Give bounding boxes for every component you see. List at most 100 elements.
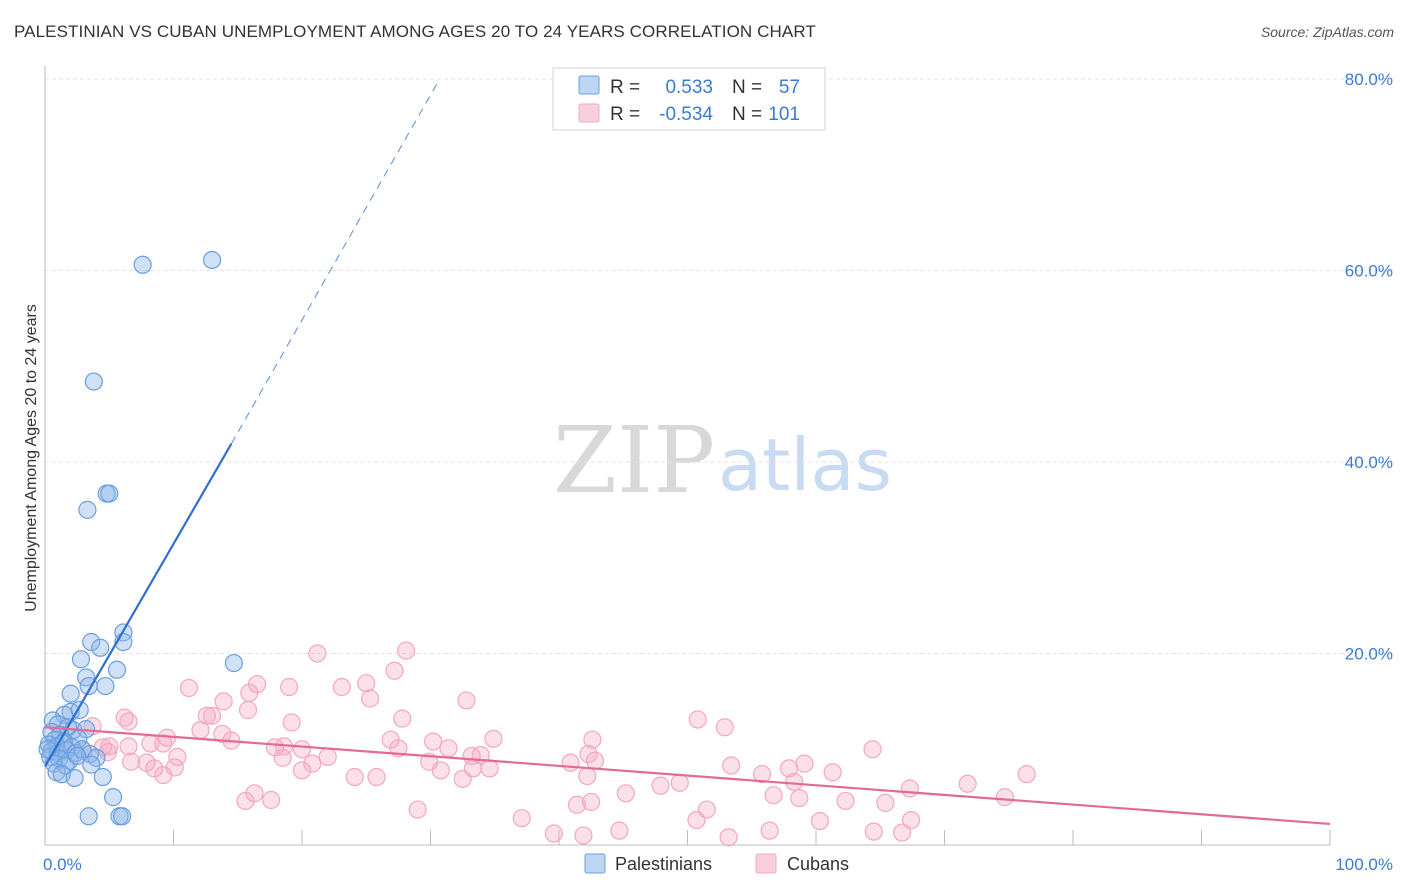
palestinians-point <box>224 653 243 673</box>
cubans-point <box>719 828 738 847</box>
cubans-point <box>582 792 601 812</box>
cubans-point <box>303 754 322 773</box>
cubans-point <box>544 824 563 843</box>
cubans-point <box>202 706 222 725</box>
cubans-point <box>98 743 118 762</box>
cubans-point <box>958 774 977 793</box>
cubans-point <box>457 691 476 710</box>
cubans-point <box>651 776 670 795</box>
source-label: Source: ZipAtlas.com <box>1260 24 1394 40</box>
chart-title: PALESTINIAN VS CUBAN UNEMPLOYMENT AMONG … <box>14 22 816 41</box>
cubans-point <box>119 712 138 731</box>
cubans-point <box>367 767 386 787</box>
cubans-point <box>561 753 580 772</box>
palestinians-point <box>79 807 98 826</box>
cubans-point <box>121 752 141 771</box>
cubans-point <box>610 821 629 840</box>
palestinians-point <box>82 755 101 774</box>
cubans-point <box>439 739 458 758</box>
cubans-point <box>154 766 173 785</box>
cubans-point <box>280 677 299 697</box>
y-tick-labels: 20.0% 40.0% 60.0% 80.0% <box>1345 70 1393 664</box>
palestinians-point <box>100 484 119 503</box>
cubans-point <box>357 674 376 693</box>
y-tick-label: 40.0% <box>1345 453 1393 472</box>
y-axis-label: Unemployment Among Ages 20 to 24 years <box>23 304 40 612</box>
cubans-point <box>292 740 312 759</box>
cubans-point <box>836 791 855 811</box>
cubans-point <box>385 661 404 680</box>
cubans-point <box>670 773 689 792</box>
watermark-atlas: atlas <box>718 423 892 507</box>
cubans-point <box>583 730 602 749</box>
cubans-point <box>282 713 301 732</box>
bottom-legend-palestinians: Palestinians <box>615 854 712 874</box>
cubans-point <box>616 784 635 803</box>
x-tick-labels: 0.0% 100.0% <box>43 855 1393 874</box>
legend-r-value-1: 0.533 <box>665 77 713 98</box>
legend-swatch-palestinians <box>578 75 600 95</box>
legend-r-label-2: R = <box>610 104 640 125</box>
cubans-point <box>236 791 255 811</box>
palestinians-point <box>65 768 84 788</box>
cubans-point <box>688 710 707 729</box>
palestinians-point <box>38 740 57 759</box>
cubans-point <box>484 729 503 748</box>
cubans-point <box>168 747 187 767</box>
palestinians-point <box>84 372 103 391</box>
cubans-point <box>764 786 783 805</box>
cubans-point <box>431 761 450 780</box>
cubans-point <box>760 821 779 840</box>
cubans-point <box>292 761 312 780</box>
cubans-point <box>345 767 364 787</box>
cubans-point <box>262 790 281 810</box>
bottom-legend-cubans: Cubans <box>787 854 849 874</box>
cubans-point <box>863 740 882 759</box>
palestinians-point <box>68 746 87 766</box>
legend-n-value-2: 101 <box>768 104 800 125</box>
cubans-point <box>785 772 804 791</box>
cubans-point <box>318 747 337 767</box>
legend-swatch-cubans <box>578 103 600 123</box>
cubans-point <box>810 811 829 831</box>
cubans-point <box>752 765 772 784</box>
cubans-point <box>480 759 499 778</box>
palestinians-point <box>93 767 112 787</box>
cubans-point <box>823 763 842 782</box>
cubans-point <box>361 689 380 708</box>
cubans-point <box>892 823 912 842</box>
palestinians-point <box>61 684 80 703</box>
cubans-point <box>145 759 164 778</box>
legend-r-value-2: -0.534 <box>659 104 713 125</box>
x-tick-label: 0.0% <box>43 855 82 874</box>
palestinians-point <box>104 788 123 807</box>
cubans-point <box>585 751 605 770</box>
cubans-point <box>179 678 199 698</box>
cubans-point <box>273 748 292 767</box>
watermark-zip: ZIP <box>553 407 715 514</box>
cubans-point <box>864 822 883 841</box>
cubans-point <box>423 732 443 751</box>
cubans-point <box>308 644 327 663</box>
cubans-point <box>512 809 531 828</box>
palestinians-point <box>202 250 222 270</box>
y-tick-label: 80.0% <box>1345 70 1393 89</box>
palestinians-point <box>78 500 97 519</box>
cubans-point <box>247 675 267 694</box>
cubans-point <box>453 769 472 789</box>
cubans-point <box>408 800 427 819</box>
cubans-point <box>214 692 233 711</box>
cubans-point <box>119 737 138 756</box>
bottom-swatch-palestinians <box>584 853 606 874</box>
cubans-point <box>901 811 921 830</box>
palestinians-point <box>71 650 91 669</box>
cubans-point <box>715 718 734 737</box>
cubans-point <box>213 724 232 744</box>
cubans-point <box>1017 765 1036 784</box>
cubans-point <box>574 826 593 845</box>
axes <box>44 66 1331 846</box>
palestinians-point <box>82 632 101 652</box>
palestinians-point <box>112 807 132 826</box>
correlation-legend: R = 0.533 N = 57 R = -0.534 N = 101 <box>552 67 826 131</box>
